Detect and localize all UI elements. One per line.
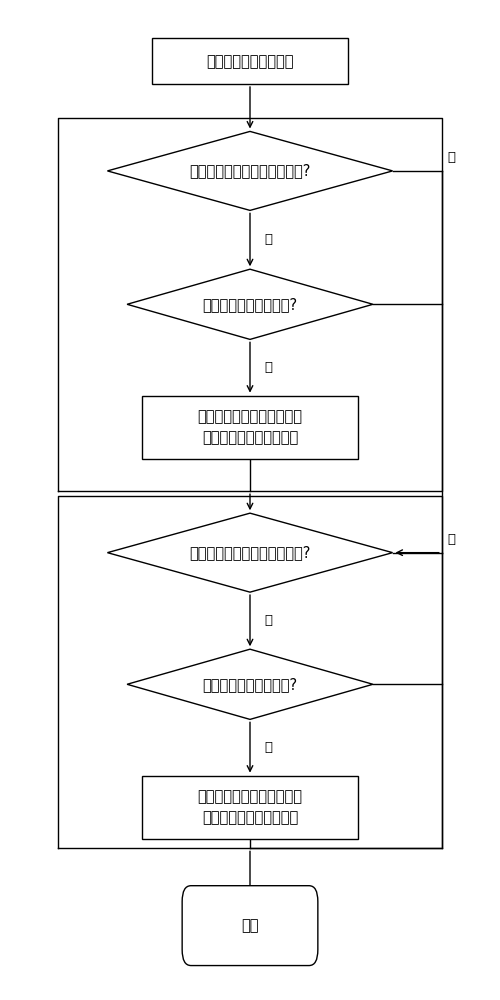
FancyBboxPatch shape xyxy=(142,396,358,459)
Text: 测控装置通信是否正常?: 测控装置通信是否正常? xyxy=(202,297,298,312)
Text: 保护装置通信是否正常?: 保护装置通信是否正常? xyxy=(202,677,298,692)
Text: 是否还有没有扫描的测控装置?: 是否还有没有扫描的测控装置? xyxy=(190,163,310,178)
Text: 标记该测控装置测量的一次
设备状态为不可预料状态: 标记该测控装置测量的一次 设备状态为不可预料状态 xyxy=(198,409,302,445)
Polygon shape xyxy=(127,649,373,719)
Text: 结束: 结束 xyxy=(241,918,259,933)
Text: 否: 否 xyxy=(448,533,456,546)
Text: 是否还有没有扫描的保护装置?: 是否还有没有扫描的保护装置? xyxy=(190,545,310,560)
Text: 否: 否 xyxy=(265,361,273,374)
Text: 是: 是 xyxy=(265,614,273,627)
Text: 是: 是 xyxy=(265,233,273,246)
Polygon shape xyxy=(108,131,393,210)
FancyBboxPatch shape xyxy=(152,38,348,84)
Polygon shape xyxy=(127,269,373,339)
FancyBboxPatch shape xyxy=(142,776,358,839)
Text: 否: 否 xyxy=(448,151,456,164)
Text: 读取网络结构配置数据: 读取网络结构配置数据 xyxy=(206,54,294,69)
Text: 否: 否 xyxy=(265,741,273,754)
FancyBboxPatch shape xyxy=(182,886,318,966)
Text: 标记该保护装置保护的一次
设备状态为危险运行状态: 标记该保护装置保护的一次 设备状态为危险运行状态 xyxy=(198,789,302,825)
Polygon shape xyxy=(108,513,393,592)
